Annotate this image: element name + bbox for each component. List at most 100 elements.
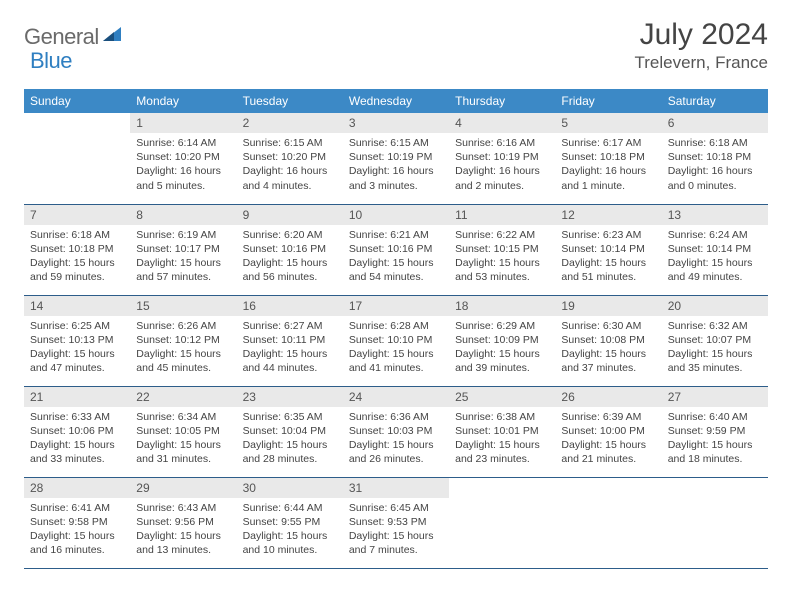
day-details: Sunrise: 6:24 AMSunset: 10:14 PMDaylight…: [662, 225, 768, 289]
title-block: July 2024 Trelevern, France: [634, 18, 768, 73]
calendar-cell: 28Sunrise: 6:41 AMSunset: 9:58 PMDayligh…: [24, 477, 130, 568]
day-details: Sunrise: 6:19 AMSunset: 10:17 PMDaylight…: [130, 225, 236, 289]
calendar-cell: 15Sunrise: 6:26 AMSunset: 10:12 PMDaylig…: [130, 295, 236, 386]
day-details: Sunrise: 6:38 AMSunset: 10:01 PMDaylight…: [449, 407, 555, 471]
calendar-row: 28Sunrise: 6:41 AMSunset: 9:58 PMDayligh…: [24, 477, 768, 568]
day-number: 26: [555, 387, 661, 407]
calendar-cell: .: [449, 477, 555, 568]
day-number: 29: [130, 478, 236, 498]
day-details: Sunrise: 6:26 AMSunset: 10:12 PMDaylight…: [130, 316, 236, 380]
day-number: 1: [130, 113, 236, 133]
calendar-cell: 5Sunrise: 6:17 AMSunset: 10:18 PMDayligh…: [555, 113, 661, 204]
day-details: Sunrise: 6:41 AMSunset: 9:58 PMDaylight:…: [24, 498, 130, 562]
day-details: Sunrise: 6:40 AMSunset: 9:59 PMDaylight:…: [662, 407, 768, 471]
day-number: 12: [555, 205, 661, 225]
calendar-cell: 20Sunrise: 6:32 AMSunset: 10:07 PMDaylig…: [662, 295, 768, 386]
calendar-cell: .: [662, 477, 768, 568]
day-details: Sunrise: 6:30 AMSunset: 10:08 PMDaylight…: [555, 316, 661, 380]
day-details: Sunrise: 6:29 AMSunset: 10:09 PMDaylight…: [449, 316, 555, 380]
day-number: 2: [237, 113, 343, 133]
day-details: Sunrise: 6:17 AMSunset: 10:18 PMDaylight…: [555, 133, 661, 197]
day-details: Sunrise: 6:33 AMSunset: 10:06 PMDaylight…: [24, 407, 130, 471]
calendar-row: .1Sunrise: 6:14 AMSunset: 10:20 PMDaylig…: [24, 113, 768, 204]
day-number: 20: [662, 296, 768, 316]
logo-triangle-icon: [103, 27, 121, 46]
header: General July 2024 Trelevern, France: [24, 18, 768, 73]
day-number: 5: [555, 113, 661, 133]
day-number: 19: [555, 296, 661, 316]
calendar-cell: 18Sunrise: 6:29 AMSunset: 10:09 PMDaylig…: [449, 295, 555, 386]
day-details: Sunrise: 6:44 AMSunset: 9:55 PMDaylight:…: [237, 498, 343, 562]
calendar-cell: 25Sunrise: 6:38 AMSunset: 10:01 PMDaylig…: [449, 386, 555, 477]
weekday-header: Tuesday: [237, 89, 343, 113]
day-number: 24: [343, 387, 449, 407]
day-number: 22: [130, 387, 236, 407]
calendar-cell: 24Sunrise: 6:36 AMSunset: 10:03 PMDaylig…: [343, 386, 449, 477]
day-details: Sunrise: 6:28 AMSunset: 10:10 PMDaylight…: [343, 316, 449, 380]
day-details: Sunrise: 6:23 AMSunset: 10:14 PMDaylight…: [555, 225, 661, 289]
calendar-cell: 30Sunrise: 6:44 AMSunset: 9:55 PMDayligh…: [237, 477, 343, 568]
weekday-header: Thursday: [449, 89, 555, 113]
day-number: 16: [237, 296, 343, 316]
calendar-row: 14Sunrise: 6:25 AMSunset: 10:13 PMDaylig…: [24, 295, 768, 386]
calendar-cell: 10Sunrise: 6:21 AMSunset: 10:16 PMDaylig…: [343, 204, 449, 295]
day-details: Sunrise: 6:25 AMSunset: 10:13 PMDaylight…: [24, 316, 130, 380]
day-details: Sunrise: 6:15 AMSunset: 10:19 PMDaylight…: [343, 133, 449, 197]
calendar-row: 21Sunrise: 6:33 AMSunset: 10:06 PMDaylig…: [24, 386, 768, 477]
day-number: 3: [343, 113, 449, 133]
day-details: Sunrise: 6:35 AMSunset: 10:04 PMDaylight…: [237, 407, 343, 471]
logo-blue-text: Blue: [30, 48, 72, 74]
calendar-cell: 6Sunrise: 6:18 AMSunset: 10:18 PMDayligh…: [662, 113, 768, 204]
day-number: 13: [662, 205, 768, 225]
day-number: 17: [343, 296, 449, 316]
day-number: 28: [24, 478, 130, 498]
day-number: 27: [662, 387, 768, 407]
calendar-cell: 11Sunrise: 6:22 AMSunset: 10:15 PMDaylig…: [449, 204, 555, 295]
day-number: 30: [237, 478, 343, 498]
day-details: Sunrise: 6:43 AMSunset: 9:56 PMDaylight:…: [130, 498, 236, 562]
day-details: Sunrise: 6:20 AMSunset: 10:16 PMDaylight…: [237, 225, 343, 289]
day-number: 18: [449, 296, 555, 316]
day-number: 7: [24, 205, 130, 225]
day-details: Sunrise: 6:36 AMSunset: 10:03 PMDaylight…: [343, 407, 449, 471]
calendar-cell: 16Sunrise: 6:27 AMSunset: 10:11 PMDaylig…: [237, 295, 343, 386]
calendar-row: 7Sunrise: 6:18 AMSunset: 10:18 PMDayligh…: [24, 204, 768, 295]
calendar-cell: 7Sunrise: 6:18 AMSunset: 10:18 PMDayligh…: [24, 204, 130, 295]
calendar-cell: 13Sunrise: 6:24 AMSunset: 10:14 PMDaylig…: [662, 204, 768, 295]
day-details: Sunrise: 6:27 AMSunset: 10:11 PMDaylight…: [237, 316, 343, 380]
day-number: 21: [24, 387, 130, 407]
calendar-cell: 23Sunrise: 6:35 AMSunset: 10:04 PMDaylig…: [237, 386, 343, 477]
calendar-cell: 19Sunrise: 6:30 AMSunset: 10:08 PMDaylig…: [555, 295, 661, 386]
day-number: 9: [237, 205, 343, 225]
calendar-cell: 21Sunrise: 6:33 AMSunset: 10:06 PMDaylig…: [24, 386, 130, 477]
day-number: 15: [130, 296, 236, 316]
weekday-header-row: SundayMondayTuesdayWednesdayThursdayFrid…: [24, 89, 768, 113]
day-number: 10: [343, 205, 449, 225]
calendar-cell: 29Sunrise: 6:43 AMSunset: 9:56 PMDayligh…: [130, 477, 236, 568]
calendar-cell: 26Sunrise: 6:39 AMSunset: 10:00 PMDaylig…: [555, 386, 661, 477]
calendar-cell: 14Sunrise: 6:25 AMSunset: 10:13 PMDaylig…: [24, 295, 130, 386]
day-details: Sunrise: 6:45 AMSunset: 9:53 PMDaylight:…: [343, 498, 449, 562]
day-details: Sunrise: 6:32 AMSunset: 10:07 PMDaylight…: [662, 316, 768, 380]
day-details: Sunrise: 6:21 AMSunset: 10:16 PMDaylight…: [343, 225, 449, 289]
calendar-cell: 31Sunrise: 6:45 AMSunset: 9:53 PMDayligh…: [343, 477, 449, 568]
calendar-cell: 3Sunrise: 6:15 AMSunset: 10:19 PMDayligh…: [343, 113, 449, 204]
day-details: Sunrise: 6:39 AMSunset: 10:00 PMDaylight…: [555, 407, 661, 471]
day-number: 31: [343, 478, 449, 498]
location: Trelevern, France: [634, 53, 768, 73]
day-details: Sunrise: 6:15 AMSunset: 10:20 PMDaylight…: [237, 133, 343, 197]
day-number: 6: [662, 113, 768, 133]
day-details: Sunrise: 6:18 AMSunset: 10:18 PMDaylight…: [24, 225, 130, 289]
logo: General: [24, 18, 123, 50]
day-number: 23: [237, 387, 343, 407]
calendar-cell: 9Sunrise: 6:20 AMSunset: 10:16 PMDayligh…: [237, 204, 343, 295]
day-details: Sunrise: 6:34 AMSunset: 10:05 PMDaylight…: [130, 407, 236, 471]
month-title: July 2024: [634, 18, 768, 52]
weekday-header: Wednesday: [343, 89, 449, 113]
calendar-cell: 22Sunrise: 6:34 AMSunset: 10:05 PMDaylig…: [130, 386, 236, 477]
logo-part1: General: [24, 24, 99, 50]
calendar-cell: 27Sunrise: 6:40 AMSunset: 9:59 PMDayligh…: [662, 386, 768, 477]
day-details: Sunrise: 6:22 AMSunset: 10:15 PMDaylight…: [449, 225, 555, 289]
calendar-table: SundayMondayTuesdayWednesdayThursdayFrid…: [24, 89, 768, 569]
day-details: Sunrise: 6:18 AMSunset: 10:18 PMDaylight…: [662, 133, 768, 197]
